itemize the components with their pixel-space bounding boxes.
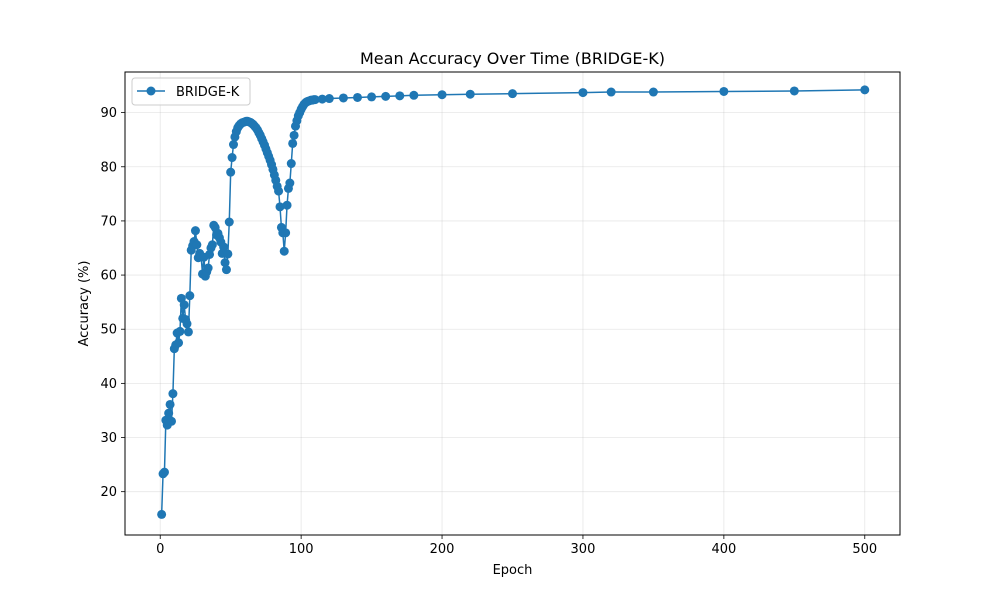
x-tick-label: 0 [156, 542, 164, 557]
data-point [409, 90, 419, 100]
y-tick-label: 60 [100, 269, 117, 284]
data-point [719, 86, 729, 96]
y-tick-label: 30 [100, 431, 117, 446]
data-point [229, 140, 238, 150]
data-point [367, 92, 377, 102]
data-point [288, 138, 298, 148]
data-point [203, 263, 213, 273]
data-point [281, 228, 291, 238]
chart-title: Mean Accuracy Over Time (BRIDGE-K) [360, 49, 665, 68]
y-tick-label: 70 [100, 214, 117, 229]
data-point [165, 399, 175, 409]
data-point [381, 91, 391, 101]
legend-label: BRIDGE-K [176, 85, 240, 100]
data-point [192, 240, 202, 250]
legend-box [131, 77, 251, 106]
y-tick-label: 50 [100, 323, 117, 338]
x-tick-label: 100 [289, 542, 314, 557]
data-point [174, 338, 184, 348]
y-tick-label: 80 [100, 160, 117, 175]
y-axis-label: Accuracy (%) [77, 261, 92, 347]
data-point [338, 93, 348, 103]
y-tick-label: 20 [100, 485, 117, 500]
data-point [310, 95, 320, 105]
data-point [274, 186, 284, 196]
data-point [275, 202, 285, 212]
data-point [157, 509, 167, 519]
plot-frame [124, 71, 901, 536]
legend-marker-swatch [146, 86, 156, 96]
data-point [648, 87, 658, 97]
data-point [395, 91, 405, 101]
data-point [167, 416, 176, 426]
data-point [207, 240, 217, 250]
series-layer [157, 85, 870, 519]
data-point [508, 89, 517, 99]
data-point [183, 327, 193, 337]
x-tick-label: 200 [430, 542, 455, 557]
data-point [282, 200, 292, 210]
data-point [789, 86, 799, 96]
data-point [168, 389, 178, 399]
data-point [286, 159, 296, 169]
data-point [606, 87, 616, 97]
data-point [860, 85, 870, 95]
grid-lines [125, 72, 900, 535]
data-point [159, 467, 169, 477]
data-point [219, 242, 229, 252]
data-point [227, 153, 237, 163]
data-point [285, 178, 295, 188]
data-point [224, 217, 234, 227]
x-tick-label: 400 [711, 542, 736, 557]
data-point [578, 88, 588, 98]
data-point [317, 94, 327, 104]
x-tick-label: 300 [571, 542, 596, 557]
y-tick-label: 90 [100, 106, 117, 121]
data-point [437, 90, 447, 100]
data-point [164, 408, 174, 418]
data-point [289, 130, 299, 140]
data-point [353, 92, 362, 102]
data-point [221, 265, 231, 275]
data-point [324, 94, 334, 104]
data-point [182, 319, 192, 329]
data-point [190, 226, 200, 236]
data-point [185, 291, 195, 301]
axis-ticks: 0 100 200 300 400 500 20 30 40 50 60 70 80 90 [100, 106, 877, 557]
data-point [223, 249, 233, 259]
data-point [465, 89, 475, 99]
y-tick-label: 40 [100, 377, 117, 392]
data-point [179, 300, 189, 310]
data-point [220, 258, 230, 268]
data-point [226, 167, 236, 177]
legend: BRIDGE-K [131, 77, 251, 106]
x-tick-label: 500 [852, 542, 877, 557]
x-axis-label: Epoch [493, 563, 533, 578]
data-point [175, 326, 185, 336]
data-point [279, 246, 289, 256]
